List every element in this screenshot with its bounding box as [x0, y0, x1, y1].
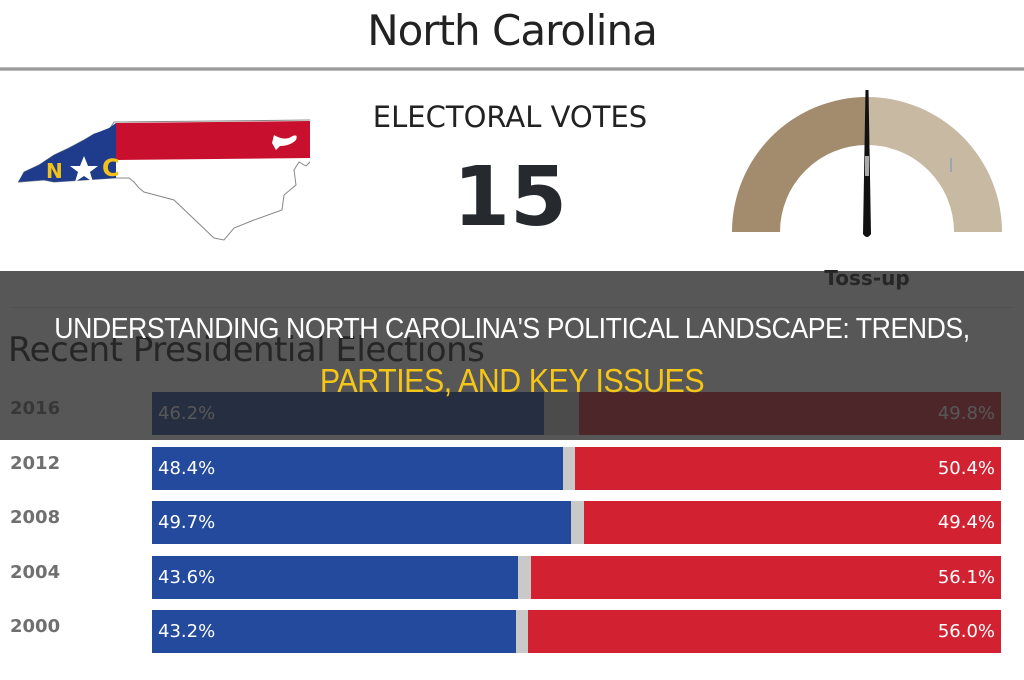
title-divider	[0, 67, 1024, 71]
result-bar: 43.6% 56.1%	[152, 556, 1001, 599]
rep-bar: 56.1%	[531, 556, 1001, 599]
dem-bar: 49.7%	[152, 501, 571, 544]
dem-bar: 48.4%	[152, 447, 563, 490]
rep-bar: 56.0%	[528, 610, 1001, 653]
rep-bar: 49.4%	[584, 501, 1001, 544]
overlay-headline-line1: UNDERSTANDING NORTH CAROLINA'S POLITICAL…	[54, 313, 970, 345]
row-year: 2008	[10, 507, 61, 528]
row-year: 2000	[10, 616, 61, 637]
page-title: North Carolina	[367, 6, 658, 55]
tossup-gauge-icon	[732, 90, 1002, 237]
election-row-2008: 2008 49.7% 49.4%	[0, 501, 1024, 545]
svg-text:N: N	[46, 159, 63, 183]
result-bar: 48.4% 50.4%	[152, 447, 1001, 490]
row-year: 2012	[10, 453, 61, 474]
election-row-2004: 2004 43.6% 56.1%	[0, 556, 1024, 600]
svg-text:C: C	[102, 154, 120, 182]
nc-flag-map-icon: N C	[18, 119, 310, 241]
election-row-2000: 2000 43.2% 56.0%	[0, 610, 1024, 654]
result-bar: 43.2% 56.0%	[152, 610, 1001, 653]
dem-bar: 43.6%	[152, 556, 518, 599]
title-overlay-band	[0, 271, 1024, 440]
electoral-votes-value: 15	[452, 150, 568, 245]
rep-bar: 50.4%	[575, 447, 1001, 490]
electoral-votes-label: ELECTORAL VOTES	[372, 100, 648, 134]
row-year: 2004	[10, 562, 61, 583]
dem-bar: 43.2%	[152, 610, 516, 653]
overlay-headline-line2: PARTIES, AND KEY ISSUES	[319, 362, 705, 399]
election-row-2012: 2012 48.4% 50.4%	[0, 447, 1024, 491]
result-bar: 49.7% 49.4%	[152, 501, 1001, 544]
